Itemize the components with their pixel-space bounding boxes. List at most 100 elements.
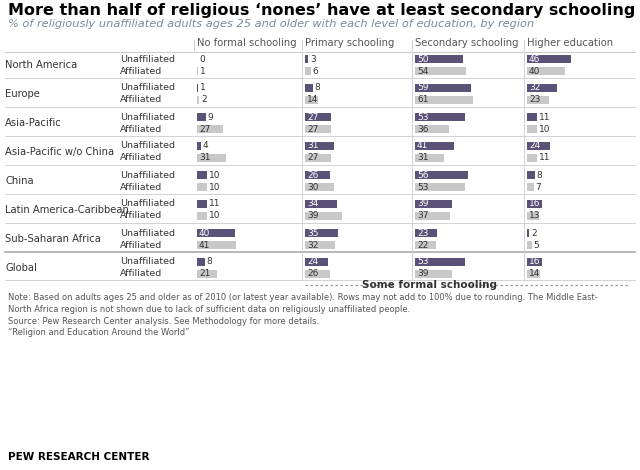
Bar [415,55,463,63]
Text: 41: 41 [417,141,428,150]
Bar [197,96,199,104]
Bar [197,171,207,179]
Text: 10: 10 [209,171,220,180]
Text: 0: 0 [199,55,205,63]
Bar [527,258,542,266]
Text: 1: 1 [200,84,205,93]
Bar [415,258,465,266]
Bar [305,84,312,92]
Bar [305,125,331,133]
Bar [197,125,223,133]
Bar [197,212,207,220]
Text: Affiliated: Affiliated [120,95,163,104]
Bar [305,270,330,278]
Bar [197,142,201,150]
Text: Some formal schooling: Some formal schooling [362,280,497,290]
Text: Unaffiliated: Unaffiliated [120,112,175,122]
Text: Affiliated: Affiliated [120,66,163,76]
Bar [415,84,471,92]
Text: 35: 35 [307,228,319,237]
Text: 27: 27 [307,154,318,163]
Text: 9: 9 [207,112,213,122]
Text: 8: 8 [207,258,212,266]
Text: 24: 24 [307,258,318,266]
Text: 30: 30 [307,182,319,191]
Text: 26: 26 [307,171,318,180]
Bar [415,229,437,237]
Text: Primary schooling: Primary schooling [305,38,394,48]
Text: 32: 32 [529,84,540,93]
Bar [415,171,468,179]
Text: Asia-Pacific: Asia-Pacific [5,118,61,128]
Bar [527,67,565,75]
Text: 8: 8 [536,171,542,180]
Text: 11: 11 [209,199,221,209]
Text: 23: 23 [529,95,540,104]
Bar [305,241,335,249]
Text: 16: 16 [529,199,541,209]
Text: Unaffiliated: Unaffiliated [120,55,175,63]
Text: 27: 27 [307,112,318,122]
Text: 27: 27 [199,125,211,133]
Text: 53: 53 [417,182,429,191]
Text: 3: 3 [310,55,316,63]
Bar [527,113,538,121]
Text: % of religiously unaffiliated adults ages 25 and older with each level of educat: % of religiously unaffiliated adults age… [8,19,534,29]
Text: 39: 39 [417,269,429,279]
Bar [527,125,536,133]
Bar [527,55,571,63]
Text: 41: 41 [199,241,211,250]
Bar [197,183,207,191]
Text: Unaffiliated: Unaffiliated [120,258,175,266]
Text: Europe: Europe [5,89,40,99]
Text: 10: 10 [538,125,550,133]
Bar [197,241,236,249]
Bar [415,212,450,220]
Bar [415,96,473,104]
Bar [415,142,454,150]
Bar [527,270,540,278]
Bar [305,96,318,104]
Text: Unaffiliated: Unaffiliated [120,141,175,150]
Bar [305,229,339,237]
Text: 4: 4 [203,141,209,150]
Text: 46: 46 [529,55,540,63]
Text: 22: 22 [417,241,428,250]
Text: 16: 16 [529,258,541,266]
Bar [415,67,467,75]
Text: 59: 59 [417,84,429,93]
Bar [305,113,331,121]
Bar [197,67,198,75]
Bar [305,183,333,191]
Text: Affiliated: Affiliated [120,241,163,250]
Text: Higher education: Higher education [527,38,613,48]
Bar [415,113,465,121]
Bar [305,171,330,179]
Text: 8: 8 [315,84,321,93]
Bar [415,154,444,162]
Text: 36: 36 [417,125,429,133]
Text: 37: 37 [417,212,429,220]
Text: 61: 61 [417,95,429,104]
Bar [527,212,540,220]
Bar [415,270,452,278]
Text: 7: 7 [536,182,541,191]
Bar [527,200,542,208]
Text: 10: 10 [209,182,220,191]
Text: China: China [5,176,34,186]
Bar [415,125,449,133]
Text: More than half of religious ‘nones’ have at least secondary schooling: More than half of religious ‘nones’ have… [8,3,636,18]
Bar [305,67,310,75]
Text: 39: 39 [307,212,319,220]
Bar [197,84,198,92]
Text: Latin America-Caribbean: Latin America-Caribbean [5,205,129,215]
Bar [197,154,227,162]
Bar [197,270,217,278]
Text: Unaffiliated: Unaffiliated [120,84,175,93]
Text: 34: 34 [307,199,318,209]
Bar [305,55,308,63]
Text: 5: 5 [534,241,540,250]
Text: Unaffiliated: Unaffiliated [120,171,175,180]
Text: 40: 40 [529,66,540,76]
Bar [305,142,335,150]
